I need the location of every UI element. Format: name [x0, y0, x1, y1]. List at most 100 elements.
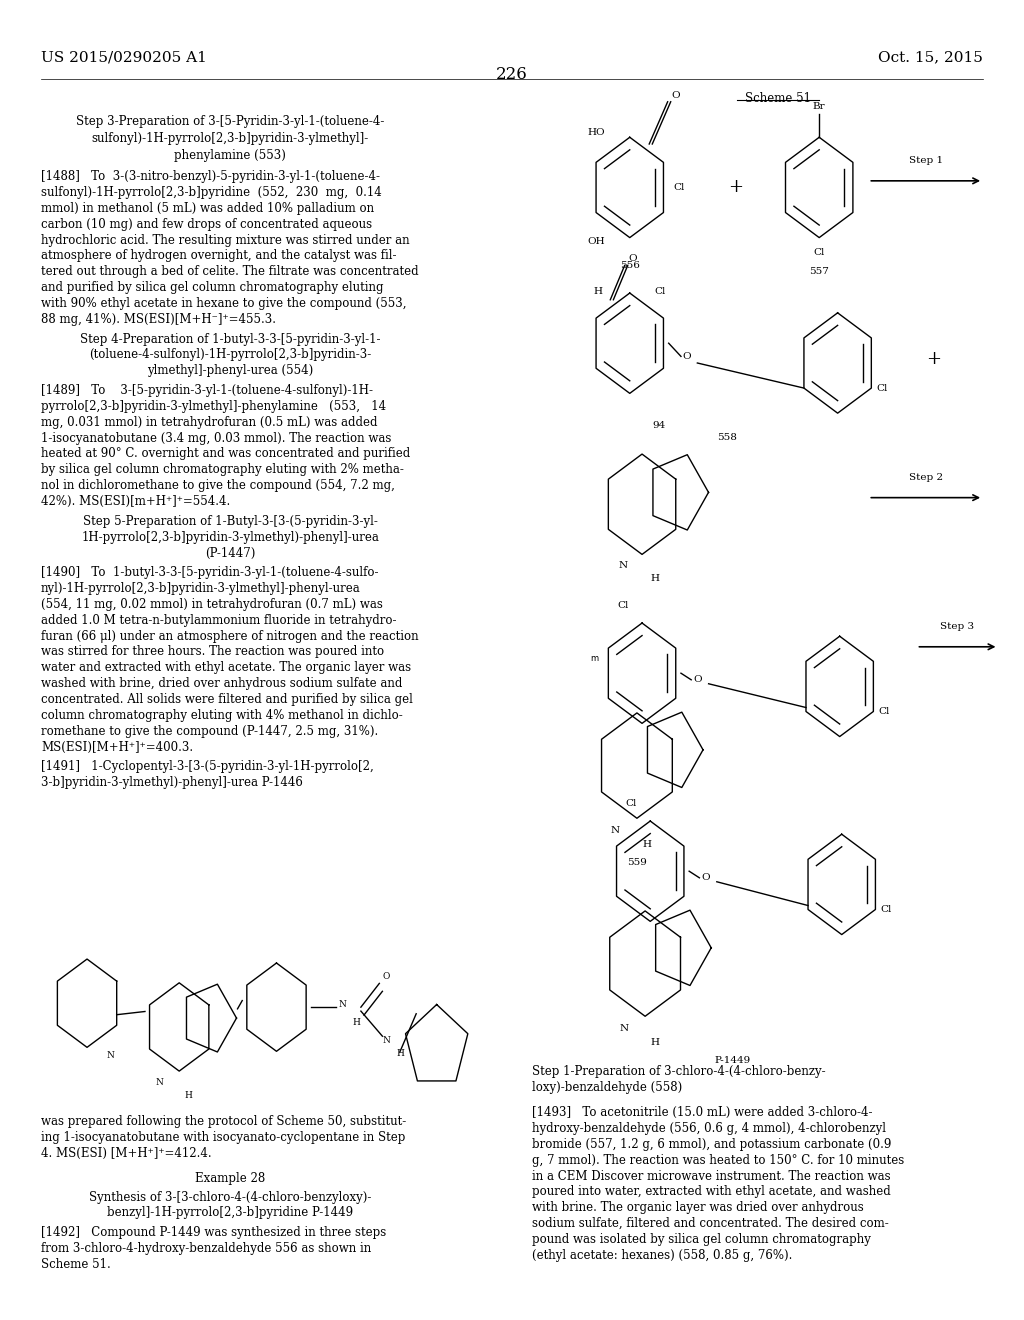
Text: [1493]   To acetonitrile (15.0 mL) were added 3-chloro-4-: [1493] To acetonitrile (15.0 mL) were ad…: [532, 1106, 873, 1119]
Text: O: O: [701, 874, 710, 882]
Text: bromide (557, 1.2 g, 6 mmol), and potassium carbonate (0.9: bromide (557, 1.2 g, 6 mmol), and potass…: [532, 1138, 892, 1151]
Text: N: N: [106, 1051, 115, 1060]
Text: Cl: Cl: [625, 799, 637, 808]
Text: [1488]   To  3-(3-nitro-benzyl)-5-pyridin-3-yl-1-(toluene-4-: [1488] To 3-(3-nitro-benzyl)-5-pyridin-3…: [41, 170, 380, 183]
Text: O: O: [693, 676, 701, 684]
Text: 88 mg, 41%). MS(ESI)[M+H⁻]⁺=455.3.: 88 mg, 41%). MS(ESI)[M+H⁻]⁺=455.3.: [41, 313, 275, 326]
Text: N: N: [338, 1001, 346, 1008]
Text: carbon (10 mg) and few drops of concentrated aqueous: carbon (10 mg) and few drops of concentr…: [41, 218, 372, 231]
Text: Step 1-Preparation of 3-chloro-4-(4-chloro-benzy-: Step 1-Preparation of 3-chloro-4-(4-chlo…: [532, 1065, 826, 1078]
Text: O: O: [682, 352, 690, 360]
Text: MS(ESI)[M+H⁺]⁺=400.3.: MS(ESI)[M+H⁺]⁺=400.3.: [41, 741, 194, 754]
Text: +: +: [728, 178, 742, 197]
Text: O: O: [382, 972, 390, 981]
Text: pyrrolo[2,3-b]pyridin-3-ylmethyl]-phenylamine   (553,   14: pyrrolo[2,3-b]pyridin-3-ylmethyl]-phenyl…: [41, 400, 386, 413]
Text: +: +: [927, 350, 941, 368]
Text: Example 28: Example 28: [196, 1172, 265, 1185]
Text: mmol) in methanol (5 mL) was added 10% palladium on: mmol) in methanol (5 mL) was added 10% p…: [41, 202, 374, 215]
Text: Scheme 51.: Scheme 51.: [41, 1258, 111, 1271]
Text: water and extracted with ethyl acetate. The organic layer was: water and extracted with ethyl acetate. …: [41, 661, 411, 675]
Text: in a CEM Discover microwave instrument. The reaction was: in a CEM Discover microwave instrument. …: [532, 1170, 891, 1183]
Text: mg, 0.031 mmol) in tetrahydrofuran (0.5 mL) was added: mg, 0.031 mmol) in tetrahydrofuran (0.5 …: [41, 416, 378, 429]
Text: N: N: [611, 826, 621, 836]
Text: Oct. 15, 2015: Oct. 15, 2015: [879, 50, 983, 65]
Text: Br: Br: [813, 102, 825, 111]
Text: Step 3: Step 3: [940, 622, 975, 631]
Text: 556: 556: [620, 261, 640, 271]
Text: Step 3-Preparation of 3-[5-Pyridin-3-yl-1-(toluene-4-: Step 3-Preparation of 3-[5-Pyridin-3-yl-…: [76, 115, 385, 128]
Text: O: O: [672, 91, 680, 100]
Text: 94: 94: [652, 421, 666, 430]
Text: H: H: [184, 1090, 193, 1100]
Text: H: H: [650, 574, 659, 583]
Text: Cl: Cl: [654, 286, 666, 296]
Text: sodium sulfate, filtered and concentrated. The desired com-: sodium sulfate, filtered and concentrate…: [532, 1217, 889, 1230]
Text: 1H-pyrrolo[2,3-b]pyridin-3-ylmethyl)-phenyl]-urea: 1H-pyrrolo[2,3-b]pyridin-3-ylmethyl)-phe…: [82, 531, 379, 544]
Text: ylmethyl]-phenyl-urea (554): ylmethyl]-phenyl-urea (554): [147, 364, 313, 378]
Text: washed with brine, dried over anhydrous sodium sulfate and: washed with brine, dried over anhydrous …: [41, 677, 402, 690]
Text: H: H: [352, 1018, 360, 1027]
Text: 4. MS(ESI) [M+H⁺]⁺=412.4.: 4. MS(ESI) [M+H⁺]⁺=412.4.: [41, 1147, 212, 1160]
Text: g, 7 mmol). The reaction was heated to 150° C. for 10 minutes: g, 7 mmol). The reaction was heated to 1…: [532, 1154, 905, 1167]
Text: 558: 558: [717, 433, 737, 442]
Text: by silica gel column chromatography eluting with 2% metha-: by silica gel column chromatography elut…: [41, 463, 403, 477]
Text: 3-b]pyridin-3-ylmethyl)-phenyl]-urea P-1446: 3-b]pyridin-3-ylmethyl)-phenyl]-urea P-1…: [41, 776, 303, 789]
Text: hydrochloric acid. The resulting mixture was stirred under an: hydrochloric acid. The resulting mixture…: [41, 234, 410, 247]
Text: (toluene-4-sulfonyl)-1H-pyrrolo[2,3-b]pyridin-3-: (toluene-4-sulfonyl)-1H-pyrrolo[2,3-b]py…: [89, 348, 372, 362]
Text: and purified by silica gel column chromatography eluting: and purified by silica gel column chroma…: [41, 281, 383, 294]
Text: nol in dichloromethane to give the compound (554, 7.2 mg,: nol in dichloromethane to give the compo…: [41, 479, 395, 492]
Text: Synthesis of 3-[3-chloro-4-(4-chloro-benzyloxy)-: Synthesis of 3-[3-chloro-4-(4-chloro-ben…: [89, 1191, 372, 1204]
Text: was prepared following the protocol of Scheme 50, substitut-: was prepared following the protocol of S…: [41, 1115, 407, 1129]
Text: Step 4-Preparation of 1-butyl-3-3-[5-pyridin-3-yl-1-: Step 4-Preparation of 1-butyl-3-3-[5-pyr…: [80, 333, 381, 346]
Text: (ethyl acetate: hexanes) (558, 0.85 g, 76%).: (ethyl acetate: hexanes) (558, 0.85 g, 7…: [532, 1249, 793, 1262]
Text: N: N: [618, 561, 627, 570]
Text: Cl: Cl: [616, 601, 629, 610]
Text: m: m: [590, 653, 598, 663]
Text: atmosphere of hydrogen overnight, and the catalyst was fil-: atmosphere of hydrogen overnight, and th…: [41, 249, 396, 263]
Text: romethane to give the compound (P-1447, 2.5 mg, 31%).: romethane to give the compound (P-1447, …: [41, 725, 378, 738]
Text: H: H: [396, 1049, 404, 1059]
Text: tered out through a bed of celite. The filtrate was concentrated: tered out through a bed of celite. The f…: [41, 265, 419, 279]
Text: pound was isolated by silica gel column chromatography: pound was isolated by silica gel column …: [532, 1233, 871, 1246]
Text: furan (66 μl) under an atmosphere of nitrogen and the reaction: furan (66 μl) under an atmosphere of nit…: [41, 630, 419, 643]
Text: nyl)-1H-pyrrolo[2,3-b]pyridin-3-ylmethyl]-phenyl-urea: nyl)-1H-pyrrolo[2,3-b]pyridin-3-ylmethyl…: [41, 582, 360, 595]
Text: Step 2: Step 2: [908, 473, 943, 482]
Text: H: H: [650, 1038, 659, 1047]
Text: sulfonyl)-1H-pyrrolo[2,3-b]pyridine  (552,  230  mg,  0.14: sulfonyl)-1H-pyrrolo[2,3-b]pyridine (552…: [41, 186, 382, 199]
Text: 1-isocyanatobutane (3.4 mg, 0.03 mmol). The reaction was: 1-isocyanatobutane (3.4 mg, 0.03 mmol). …: [41, 432, 391, 445]
Text: (554, 11 mg, 0.02 mmol) in tetrahydrofuran (0.7 mL) was: (554, 11 mg, 0.02 mmol) in tetrahydrofur…: [41, 598, 383, 611]
Text: Cl: Cl: [877, 384, 888, 392]
Text: benzyl]-1H-pyrrolo[2,3-b]pyridine P-1449: benzyl]-1H-pyrrolo[2,3-b]pyridine P-1449: [108, 1206, 353, 1220]
Text: with brine. The organic layer was dried over anhydrous: with brine. The organic layer was dried …: [532, 1201, 864, 1214]
Text: N: N: [620, 1024, 629, 1034]
Text: poured into water, extracted with ethyl acetate, and washed: poured into water, extracted with ethyl …: [532, 1185, 891, 1199]
Text: ing 1-isocyanatobutane with isocyanato-cyclopentane in Step: ing 1-isocyanatobutane with isocyanato-c…: [41, 1131, 406, 1144]
Text: with 90% ethyl acetate in hexane to give the compound (553,: with 90% ethyl acetate in hexane to give…: [41, 297, 407, 310]
Text: sulfonyl)-1H-pyrrolo[2,3-b]pyridin-3-ylmethyl]-: sulfonyl)-1H-pyrrolo[2,3-b]pyridin-3-ylm…: [92, 132, 369, 145]
Text: 557: 557: [809, 267, 829, 276]
Text: H: H: [642, 840, 651, 849]
Text: OH: OH: [588, 238, 605, 247]
Text: 559: 559: [627, 858, 647, 867]
Text: Cl: Cl: [674, 183, 685, 191]
Text: [1490]   To  1-butyl-3-3-[5-pyridin-3-yl-1-(toluene-4-sulfo-: [1490] To 1-butyl-3-3-[5-pyridin-3-yl-1-…: [41, 566, 379, 579]
Text: US 2015/0290205 A1: US 2015/0290205 A1: [41, 50, 207, 65]
Text: concentrated. All solids were filtered and purified by silica gel: concentrated. All solids were filtered a…: [41, 693, 413, 706]
Text: H: H: [593, 286, 602, 296]
Text: Cl: Cl: [813, 248, 825, 257]
Text: O: O: [629, 253, 637, 263]
Text: added 1.0 M tetra-n-butylammonium fluoride in tetrahydro-: added 1.0 M tetra-n-butylammonium fluori…: [41, 614, 396, 627]
Text: [1492]   Compound P-1449 was synthesized in three steps: [1492] Compound P-1449 was synthesized i…: [41, 1226, 386, 1239]
Text: Scheme 51: Scheme 51: [745, 92, 811, 106]
Text: from 3-chloro-4-hydroxy-benzaldehyde 556 as shown in: from 3-chloro-4-hydroxy-benzaldehyde 556…: [41, 1242, 372, 1255]
Text: HO: HO: [588, 128, 605, 137]
Text: N: N: [156, 1077, 164, 1086]
Text: [1489]   To    3-[5-pyridin-3-yl-1-(toluene-4-sulfonyl)-1H-: [1489] To 3-[5-pyridin-3-yl-1-(toluene-4…: [41, 384, 373, 397]
Text: Step 5-Preparation of 1-Butyl-3-[3-(5-pyridin-3-yl-: Step 5-Preparation of 1-Butyl-3-[3-(5-py…: [83, 515, 378, 528]
Text: phenylamine (553): phenylamine (553): [174, 149, 287, 162]
Text: loxy)-benzaldehyde (558): loxy)-benzaldehyde (558): [532, 1081, 683, 1094]
Text: N: N: [382, 1036, 390, 1045]
Text: 42%). MS(ESI)[m+H⁺]⁺=554.4.: 42%). MS(ESI)[m+H⁺]⁺=554.4.: [41, 495, 230, 508]
Text: column chromatography eluting with 4% methanol in dichlo-: column chromatography eluting with 4% me…: [41, 709, 402, 722]
Text: hydroxy-benzaldehyde (556, 0.6 g, 4 mmol), 4-chlorobenzyl: hydroxy-benzaldehyde (556, 0.6 g, 4 mmol…: [532, 1122, 887, 1135]
